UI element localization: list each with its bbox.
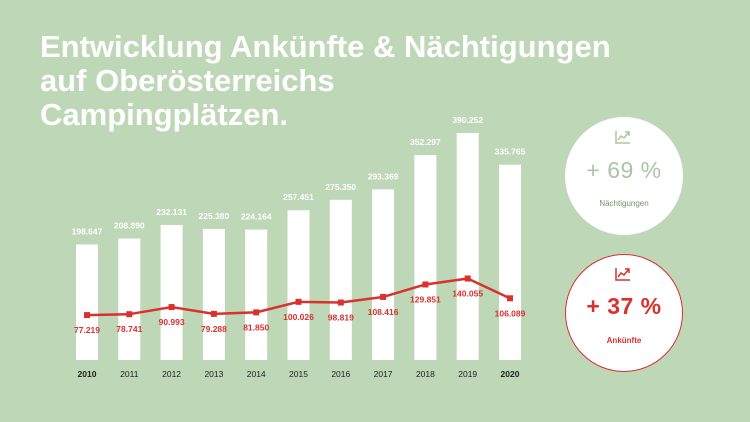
x-tick-label: 2018 bbox=[416, 369, 435, 379]
title-line-2: auf Oberösterreichs bbox=[40, 63, 335, 98]
bar bbox=[329, 199, 352, 360]
x-tick-label: 2016 bbox=[331, 369, 350, 379]
x-tick-label: 2013 bbox=[204, 369, 223, 379]
line-value-label: 98.819 bbox=[328, 313, 354, 323]
x-tick-label: 2010 bbox=[78, 369, 97, 379]
stat-label-naechtigungen: Nächtigungen bbox=[599, 199, 649, 208]
line-point bbox=[126, 311, 133, 318]
x-tick-label: 2020 bbox=[501, 369, 520, 379]
bar bbox=[245, 229, 268, 360]
line-value-label: 81.850 bbox=[243, 322, 269, 332]
bar-value-label: 198.647 bbox=[72, 226, 103, 236]
line-point bbox=[168, 304, 175, 311]
bar-value-label: 224.164 bbox=[241, 212, 272, 222]
bar-value-label: 390.252 bbox=[452, 115, 483, 125]
x-tick-label: 2015 bbox=[289, 369, 308, 379]
stat-value-naechtigungen: + 69 % bbox=[586, 157, 662, 183]
bar bbox=[499, 164, 521, 360]
bar-value-label: 293.369 bbox=[368, 171, 399, 181]
stat-circle-naechtigungen: + 69 % Nächtigungen bbox=[565, 117, 683, 235]
page-title: Entwicklung Ankünfte & Nächtigungen auf … bbox=[40, 30, 640, 132]
bar-value-label: 352.297 bbox=[410, 137, 441, 147]
line-value-label: 79.288 bbox=[201, 324, 227, 334]
stat-value-ankuenfte: + 37 % bbox=[586, 293, 662, 319]
chart-trend-icon bbox=[615, 268, 630, 281]
line-point bbox=[337, 299, 344, 306]
x-tick-label: 2017 bbox=[374, 369, 393, 379]
bar-value-label: 225.380 bbox=[199, 211, 230, 221]
line-point bbox=[464, 275, 471, 282]
line-point bbox=[84, 312, 90, 319]
line-point bbox=[210, 310, 217, 317]
x-tick-label: 2011 bbox=[120, 369, 139, 379]
x-tick-label: 2019 bbox=[458, 369, 477, 379]
title-line-3: Campingplätzen. bbox=[40, 97, 289, 132]
line-point bbox=[507, 295, 513, 302]
stat-circle-ankuenfte: + 37 % Ankünfte bbox=[565, 254, 683, 372]
chart-trend-icon bbox=[615, 131, 630, 144]
line-value-label: 129.851 bbox=[410, 294, 441, 304]
line-point bbox=[380, 293, 387, 300]
bar-value-label: 257.451 bbox=[283, 192, 314, 202]
line-value-label: 78.741 bbox=[116, 324, 142, 334]
bar bbox=[160, 224, 183, 360]
x-tick-label: 2014 bbox=[247, 369, 266, 379]
line-value-label: 140.055 bbox=[452, 289, 483, 299]
bar bbox=[414, 155, 437, 360]
line-value-label: 90.993 bbox=[159, 317, 185, 327]
line-value-label: 106.089 bbox=[495, 308, 526, 318]
bar-value-label: 232.131 bbox=[156, 207, 187, 217]
bar bbox=[202, 228, 225, 360]
line-value-label: 100.026 bbox=[283, 312, 314, 322]
x-tick-label: 2012 bbox=[162, 369, 181, 379]
bar bbox=[76, 244, 98, 360]
title-line-1: Entwicklung Ankünfte & Nächtigungen bbox=[40, 29, 611, 64]
line-point bbox=[422, 281, 429, 288]
bar-value-label: 208.890 bbox=[114, 220, 145, 230]
line-point bbox=[253, 309, 260, 316]
bar bbox=[287, 210, 310, 360]
bar-value-label: 275.350 bbox=[325, 182, 356, 192]
line-value-label: 77.219 bbox=[74, 325, 100, 335]
bar bbox=[372, 189, 395, 360]
bar bbox=[118, 238, 141, 360]
line-value-label: 108.416 bbox=[368, 307, 399, 317]
bar bbox=[456, 133, 479, 360]
stat-label-ankuenfte: Ankünfte bbox=[606, 336, 642, 345]
bar-value-label: 335.765 bbox=[495, 147, 526, 157]
line-point bbox=[295, 298, 302, 305]
